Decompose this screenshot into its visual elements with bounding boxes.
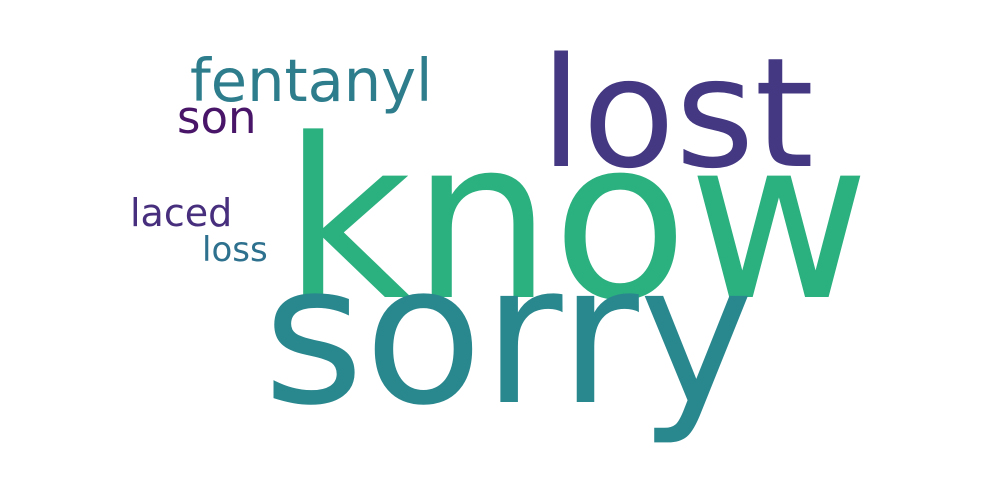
word-laced: laced (130, 191, 233, 235)
word-son: son (177, 91, 257, 144)
word-sorry: sorry (263, 222, 754, 448)
word-fentanyl: fentanyl (190, 46, 433, 115)
word-loss: loss (202, 230, 268, 270)
word-know: know (283, 92, 870, 350)
word-lost: lost (540, 25, 815, 202)
